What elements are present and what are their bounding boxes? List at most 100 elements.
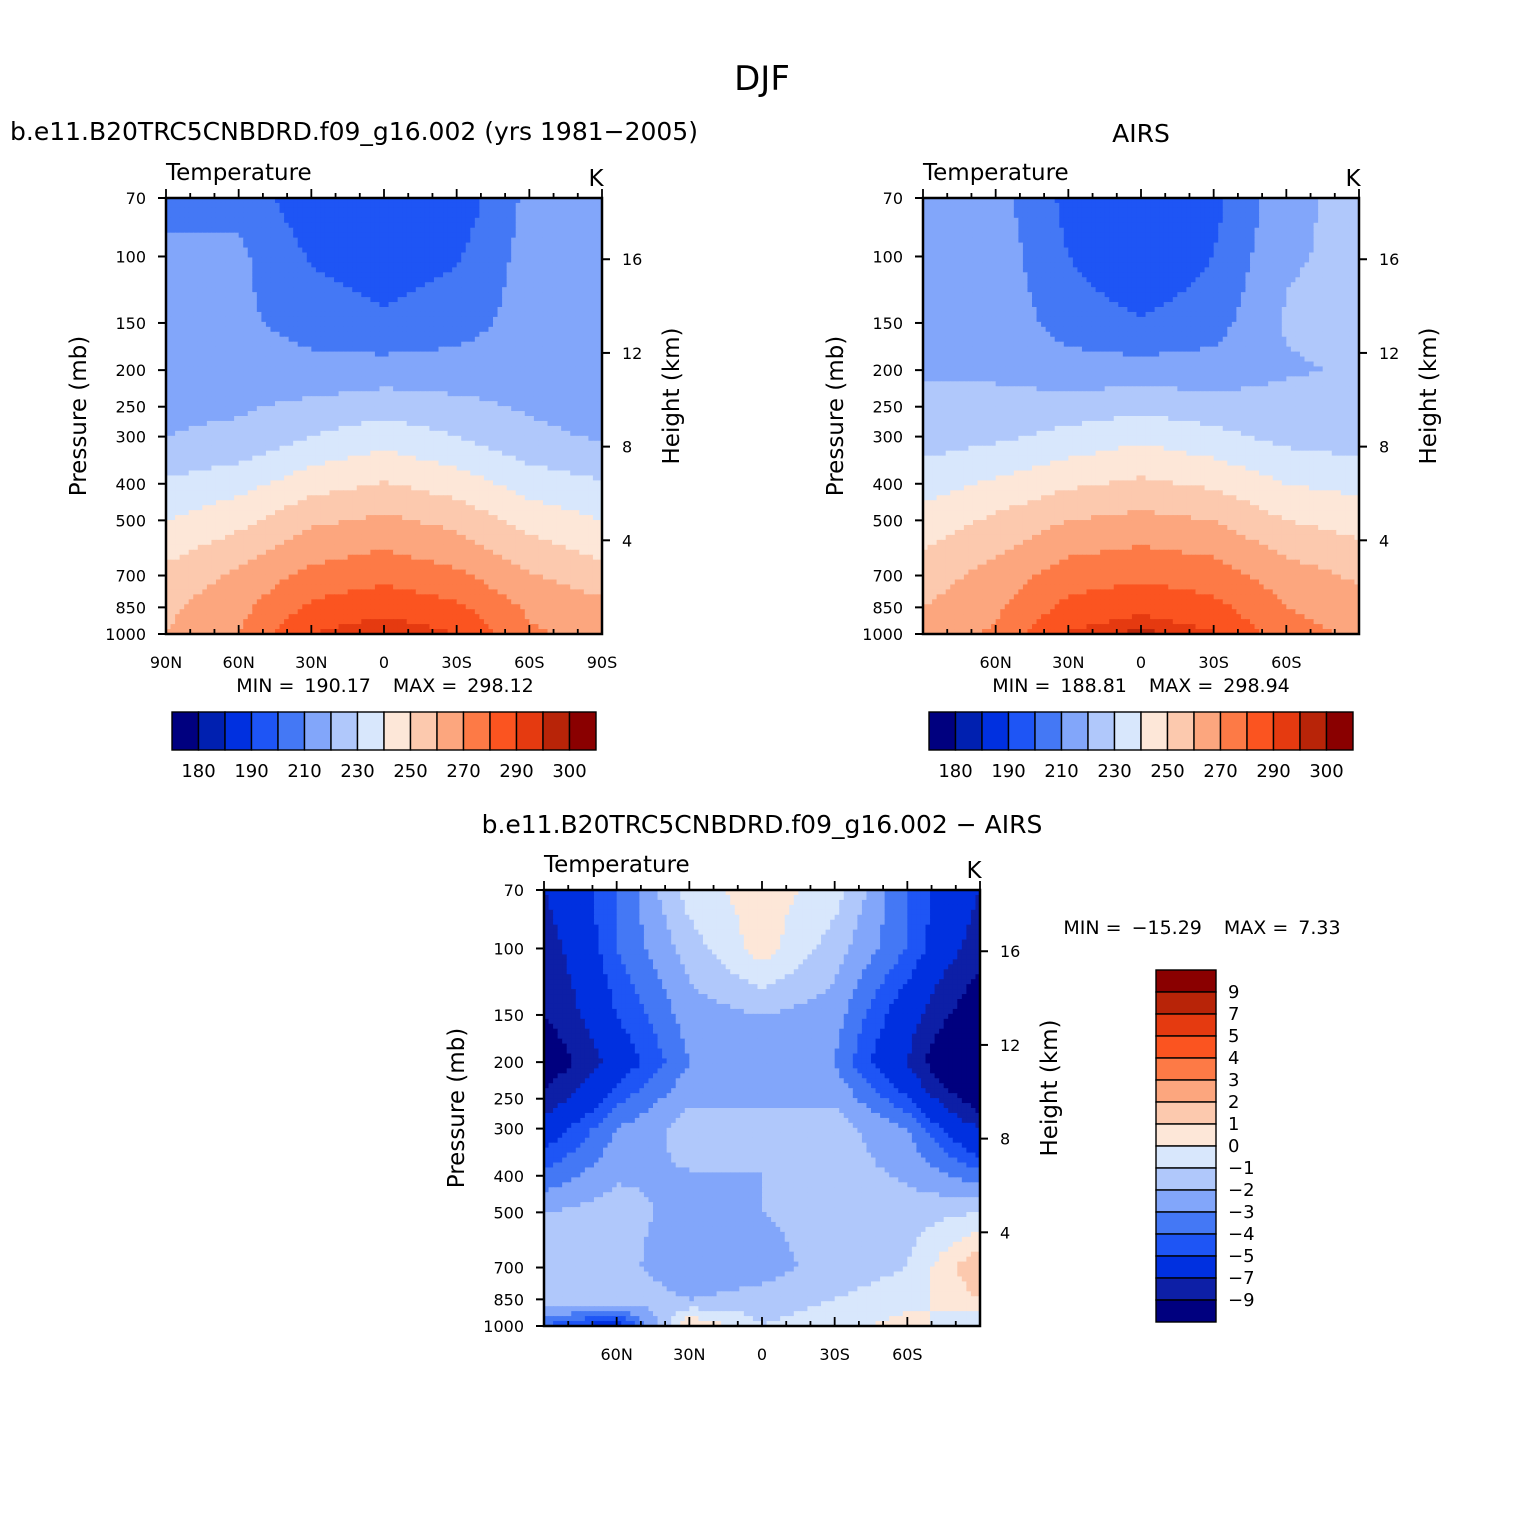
heatmap-cell <box>293 332 298 338</box>
heatmap-cell <box>425 312 430 318</box>
heatmap-cell <box>198 337 203 343</box>
heatmap-cell <box>221 342 226 348</box>
heatmap-cell <box>252 233 257 239</box>
heatmap-cell <box>202 317 207 323</box>
heatmap-cell <box>507 233 512 239</box>
heatmap-cell <box>584 327 589 333</box>
heatmap-cell <box>466 208 471 214</box>
heatmap-cell <box>425 431 430 437</box>
heatmap-cell <box>348 381 353 387</box>
heatmap-cell <box>407 267 412 273</box>
heatmap-cell <box>389 257 394 263</box>
heatmap-cell <box>570 322 575 328</box>
heatmap-cell <box>402 416 407 422</box>
heatmap-cell <box>248 381 253 387</box>
heatmap-cell <box>234 416 239 422</box>
heatmap-cell <box>502 347 507 353</box>
heatmap-cell <box>316 406 321 412</box>
heatmap-cell <box>461 233 466 239</box>
heatmap-cell <box>343 307 348 313</box>
heatmap-cell <box>548 362 553 368</box>
heatmap-cell <box>225 272 230 278</box>
heatmap-cell <box>302 406 307 412</box>
heatmap-cell <box>330 248 335 254</box>
heatmap-cell <box>511 332 516 338</box>
heatmap-cell <box>184 366 189 372</box>
heatmap-cell <box>239 441 244 447</box>
heatmap-cell <box>538 267 543 273</box>
heatmap-cell <box>457 391 462 397</box>
heatmap-cell <box>548 238 553 244</box>
heatmap-cell <box>343 342 348 348</box>
heatmap-cell <box>570 327 575 333</box>
heatmap-cell <box>280 441 285 447</box>
heatmap-cell <box>529 347 534 353</box>
heatmap-cell <box>579 277 584 283</box>
heatmap-cell <box>570 208 575 214</box>
heatmap-cell <box>552 253 557 259</box>
heatmap-cell <box>370 243 375 249</box>
heatmap-cell <box>429 391 434 397</box>
heatmap-cell <box>216 317 221 323</box>
heatmap-cell <box>357 317 362 323</box>
heatmap-cell <box>307 327 312 333</box>
heatmap-cell <box>330 262 335 268</box>
heatmap-cell <box>307 277 312 283</box>
heatmap-cell <box>429 213 434 219</box>
heatmap-cell <box>425 401 430 407</box>
heatmap-cell <box>330 287 335 293</box>
heatmap-cell <box>175 381 180 387</box>
heatmap-cell <box>216 233 221 239</box>
heatmap-cell <box>357 213 362 219</box>
heatmap-cell <box>566 322 571 328</box>
heatmap-cell <box>434 307 439 313</box>
heatmap-cell <box>525 282 530 288</box>
heatmap-cell <box>334 282 339 288</box>
heatmap-cell <box>493 277 498 283</box>
heatmap-cell <box>330 238 335 244</box>
heatmap-cell <box>434 213 439 219</box>
heatmap-cell <box>207 223 212 229</box>
heatmap-cell <box>411 376 416 382</box>
heatmap-cell <box>452 302 457 308</box>
heatmap-cell <box>202 362 207 368</box>
heatmap-cell <box>221 371 226 377</box>
heatmap-cell <box>570 213 575 219</box>
heatmap-cell <box>357 238 362 244</box>
heatmap-cell <box>211 248 216 254</box>
heatmap-cell <box>548 302 553 308</box>
heatmap-cell <box>570 441 575 447</box>
heatmap-cell <box>184 238 189 244</box>
heatmap-cell <box>184 282 189 288</box>
heatmap-cell <box>316 366 321 372</box>
heatmap-cell <box>498 431 503 437</box>
heatmap-cell <box>548 451 553 457</box>
heatmap-cell <box>484 307 489 313</box>
heatmap-cell <box>207 391 212 397</box>
heatmap-cell <box>389 307 394 313</box>
heatmap-cell <box>366 332 371 338</box>
heatmap-cell <box>302 431 307 437</box>
heatmap-cell <box>507 292 512 298</box>
heatmap-cell <box>466 297 471 303</box>
heatmap-cell <box>361 302 366 308</box>
heatmap-cell <box>370 406 375 412</box>
heatmap-cell <box>239 386 244 392</box>
heatmap-cell <box>275 297 280 303</box>
heatmap-cell <box>293 267 298 273</box>
heatmap-cell <box>407 297 412 303</box>
heatmap-cell <box>470 262 475 268</box>
heatmap-cell <box>493 342 498 348</box>
heatmap-cell <box>516 312 521 318</box>
heatmap-cell <box>221 233 226 239</box>
heatmap-cell <box>311 262 316 268</box>
heatmap-cell <box>302 253 307 259</box>
heatmap-cell <box>307 302 312 308</box>
heatmap-cell <box>398 376 403 382</box>
heatmap-cell <box>439 228 444 234</box>
heatmap-cell <box>275 277 280 283</box>
heatmap-cell <box>293 381 298 387</box>
heatmap-cell <box>575 208 580 214</box>
heatmap-cell <box>230 282 235 288</box>
heatmap-cell <box>534 317 539 323</box>
